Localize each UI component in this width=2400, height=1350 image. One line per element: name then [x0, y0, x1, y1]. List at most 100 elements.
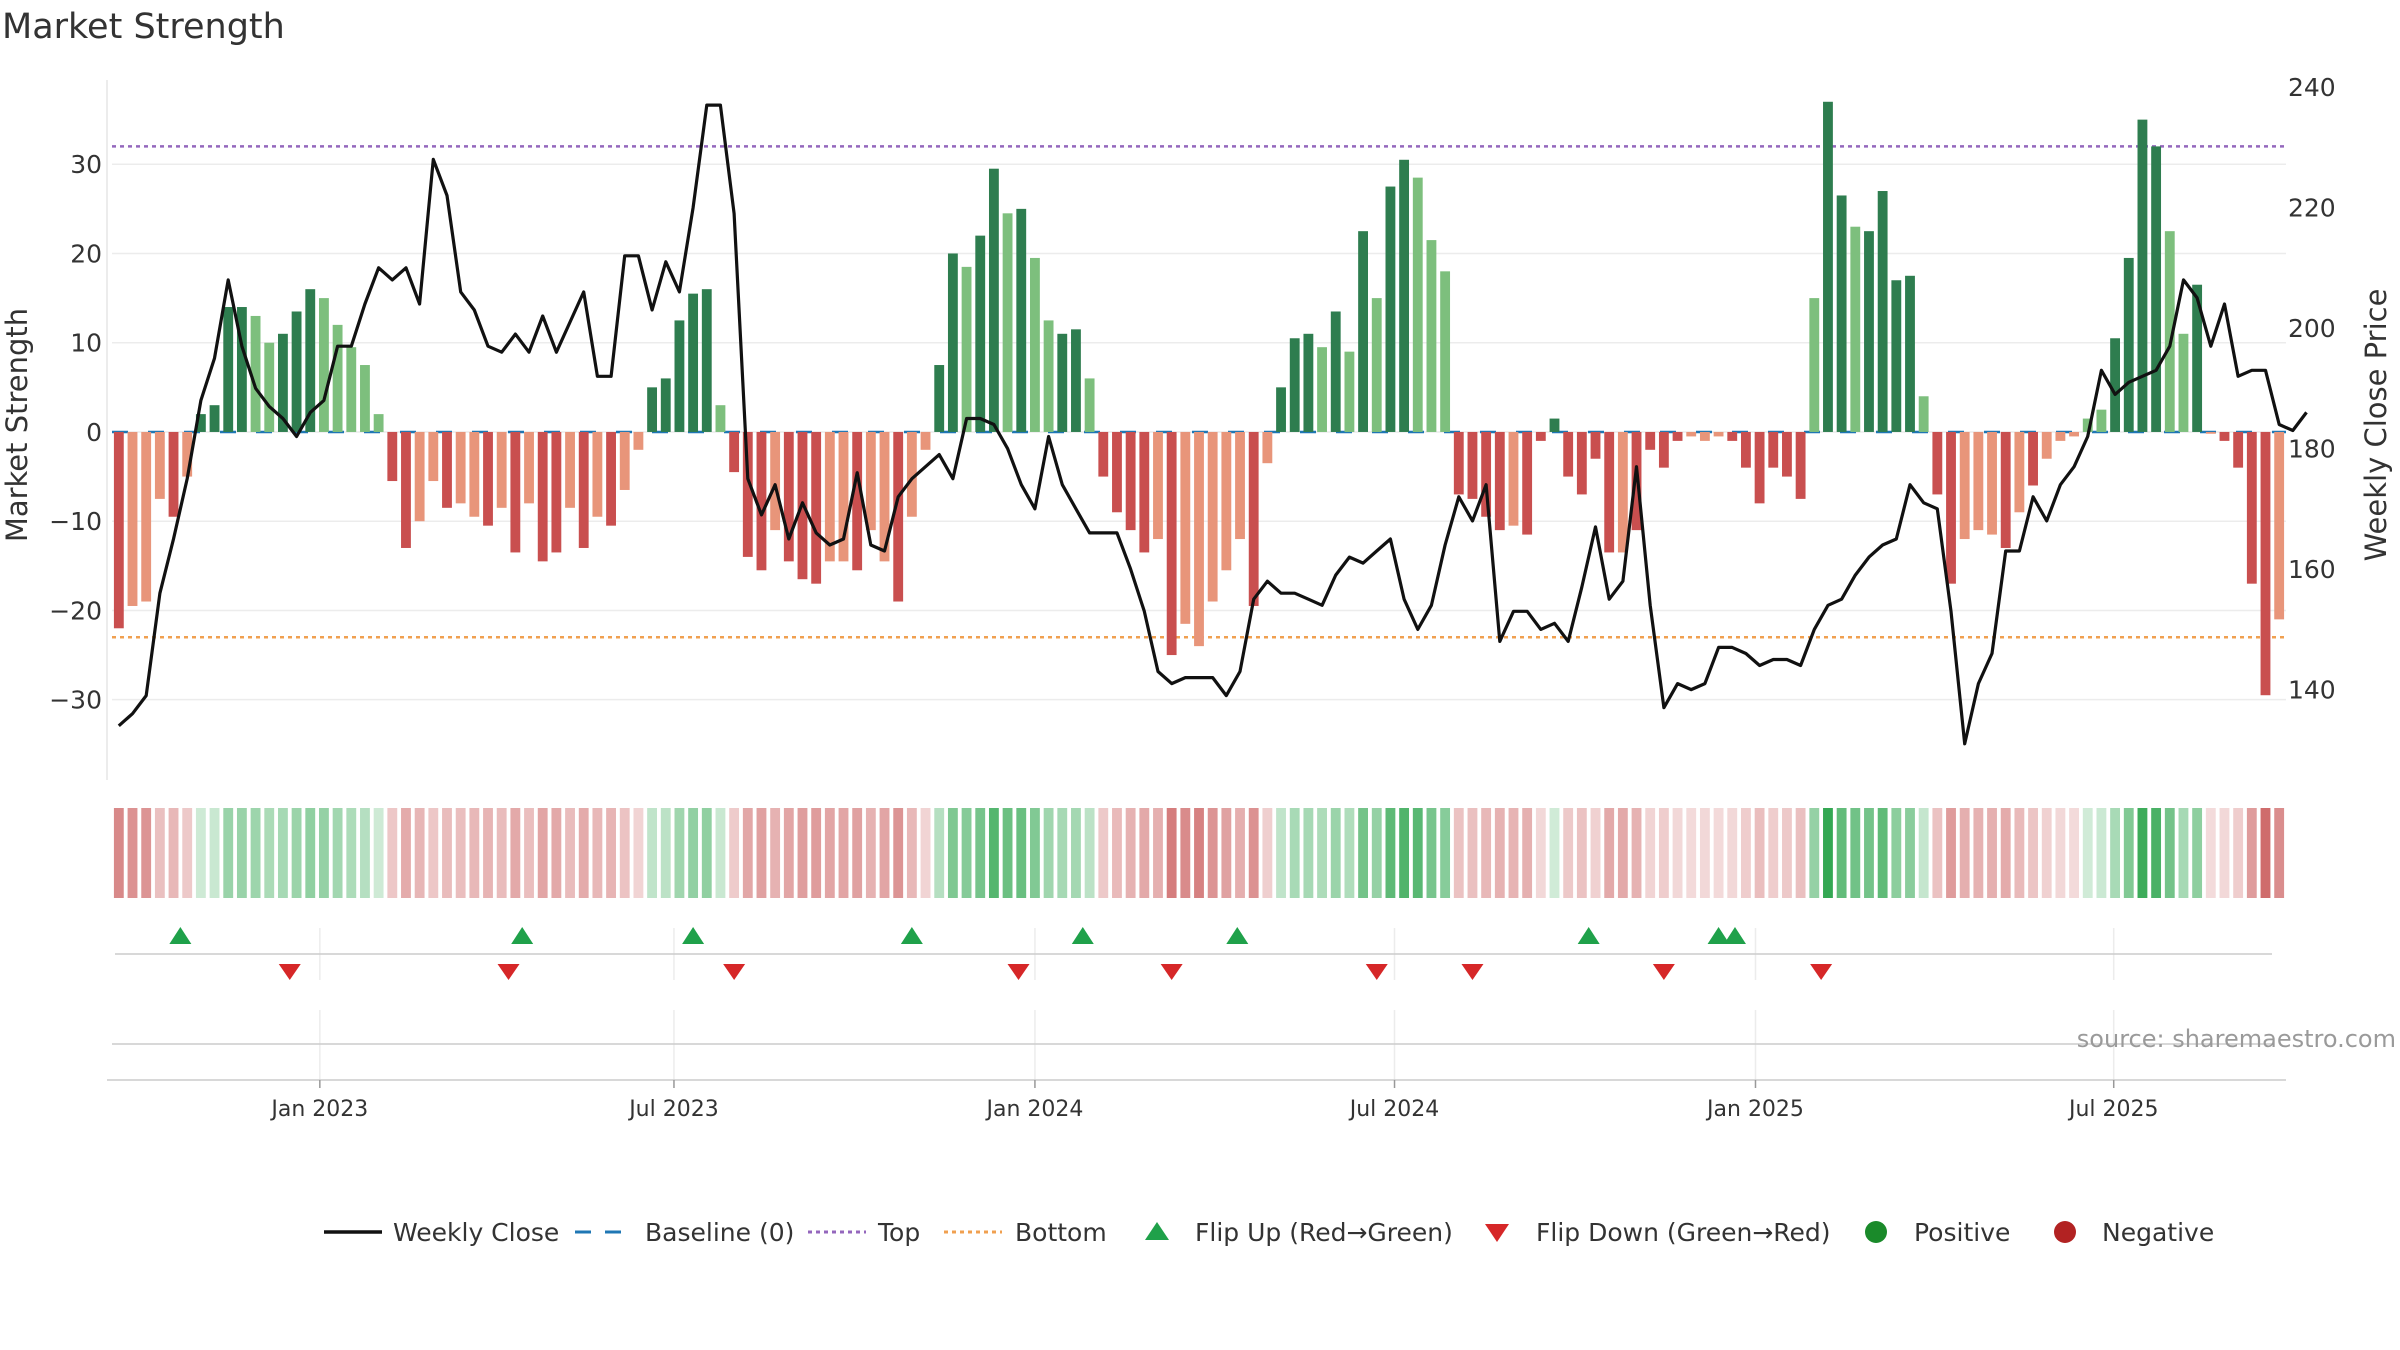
strength-bar [1385, 186, 1396, 432]
heat-cell [264, 808, 275, 898]
heat-cell [1905, 808, 1915, 898]
strength-bar [1289, 338, 1300, 432]
strength-bar [1699, 431, 1710, 441]
heat-cell [1973, 808, 1984, 898]
strength-bar [223, 307, 234, 432]
strength-bar [988, 168, 999, 432]
strength-bar [2069, 431, 2079, 437]
heat-cell [1959, 808, 1970, 898]
heat-cell [852, 808, 863, 898]
strength-bar [1139, 431, 1150, 553]
strength-bar [1946, 431, 1956, 584]
heat-cell [2069, 808, 2079, 898]
chart-title: Market Strength [2, 7, 285, 47]
strength-bar [1713, 431, 1724, 437]
weekly-close-series [117, 103, 2308, 746]
heat-cell [1946, 808, 1956, 898]
strength-bar [811, 431, 822, 584]
heat-cell [387, 808, 398, 898]
strength-bar [277, 333, 288, 432]
strength-bar [1399, 159, 1410, 432]
heat-cell [1467, 808, 1478, 898]
heat-cell [455, 808, 466, 898]
strength-bar [1344, 351, 1355, 432]
flip-down-marker [1810, 964, 1833, 980]
heat-cell [537, 808, 548, 898]
heat-cell [1385, 808, 1396, 898]
x-date-label: Jan 2023 [269, 1097, 368, 1122]
strength-bar [1194, 431, 1204, 647]
heat-cell [510, 808, 521, 898]
legend-label: Weekly Close [393, 1218, 559, 1247]
heat-cell [1782, 808, 1792, 898]
strength-bar [1303, 333, 1314, 432]
heat-cell [1030, 808, 1040, 898]
heat-cell [1071, 808, 1081, 898]
heat-cell [2233, 808, 2244, 898]
heat-cell [2274, 808, 2285, 898]
strength-bar [1617, 431, 1628, 553]
strength-bar [195, 414, 206, 432]
heat-cell [797, 808, 808, 898]
strength-bar [1918, 396, 1929, 432]
strength-bar [1084, 378, 1095, 432]
strength-bar [1836, 195, 1847, 432]
flip-down-marker [723, 964, 746, 980]
strength-bar [1235, 431, 1245, 540]
strength-bar [1549, 418, 1560, 432]
strength-bar [141, 431, 152, 602]
strength-bar [1563, 431, 1574, 477]
strength-bar [2192, 284, 2203, 432]
heat-cell [1426, 808, 1437, 898]
heat-cell [1098, 808, 1109, 898]
heat-cell [1645, 808, 1656, 898]
heat-cell [2000, 808, 2011, 898]
strength-bar [715, 405, 726, 432]
strength-bar [1754, 431, 1765, 504]
strength-bar [1412, 177, 1423, 432]
heat-cell [469, 808, 480, 898]
strength-bar [742, 431, 753, 557]
strength-bar [401, 431, 411, 548]
heat-cell [1658, 808, 1669, 898]
heat-cell [401, 808, 411, 898]
strength-bar [1905, 275, 1915, 432]
strength-bar [305, 289, 316, 432]
heat-cell [1276, 808, 1286, 898]
legend-label: Top [877, 1218, 920, 1247]
legend-flip-up-swatch [1145, 1222, 1169, 1240]
heat-cell [2041, 808, 2052, 898]
strength-bar [2082, 418, 2093, 432]
strength-bar [893, 431, 904, 602]
heat-cell [660, 808, 671, 898]
y-tick-label: 10 [70, 329, 102, 358]
legend: Weekly Close Baseline (0) Top Bottom Flip Up… [324, 1218, 2214, 1247]
flip-up-marker [1723, 927, 1746, 944]
heat-cell [1248, 808, 1259, 898]
heat-cell [319, 808, 329, 898]
flip-up-marker [1707, 927, 1730, 944]
strength-bar [168, 431, 179, 517]
heat-cell [1194, 808, 1204, 898]
heat-cell [592, 808, 603, 898]
strength-bar [1672, 431, 1683, 441]
strength-bar [2205, 431, 2216, 434]
heat-cell [428, 808, 439, 898]
heat-cell [332, 808, 343, 898]
strength-bar [2274, 431, 2285, 620]
heat-cell [2151, 808, 2162, 898]
strength-bar [250, 315, 261, 432]
heat-cell [1139, 808, 1150, 898]
strength-bar [373, 414, 384, 432]
flip-down-marker [1007, 964, 1030, 980]
strength-bar [1686, 431, 1697, 437]
heat-cell [2178, 808, 2189, 898]
y-tick-label: −10 [49, 507, 102, 536]
heat-cell [305, 808, 316, 898]
strength-bar [1016, 208, 1027, 432]
strength-bar [1002, 213, 1013, 432]
strength-bar [1522, 431, 1533, 535]
heat-cell [1932, 808, 1943, 898]
heat-cell [2137, 808, 2148, 898]
